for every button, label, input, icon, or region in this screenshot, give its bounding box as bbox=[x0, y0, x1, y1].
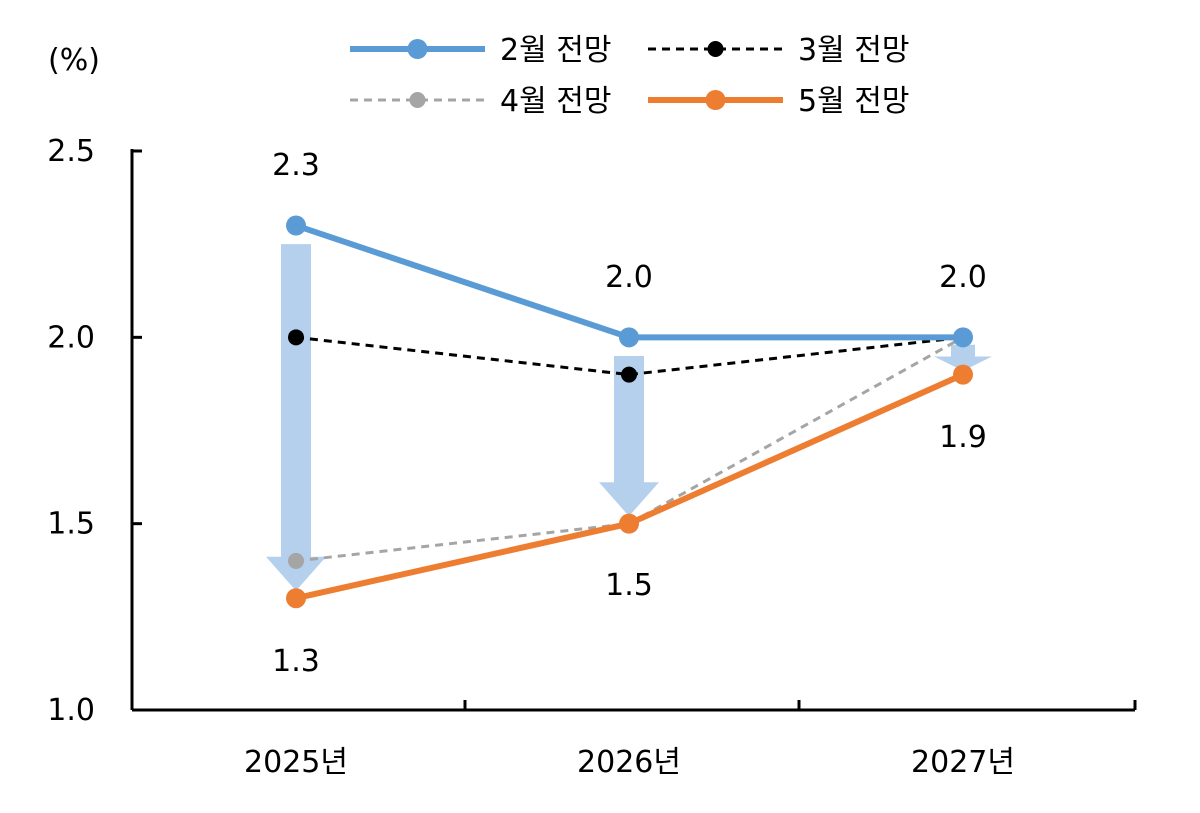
series-2-point bbox=[621, 366, 637, 383]
change-arrow-3 bbox=[934, 344, 992, 371]
axes: 1.0 1.5 2.0 2.5 2025년 2026년 2027년 bbox=[47, 134, 1137, 780]
data-label-upper: 2.0 bbox=[939, 260, 987, 295]
y-tick-label: 2.5 bbox=[47, 134, 95, 169]
legend-swatch-marker-3 bbox=[409, 92, 426, 108]
x-tick-label: 2026년 bbox=[577, 745, 681, 780]
legend-label-3: 4월 전망 bbox=[500, 84, 611, 119]
data-label-lower: 1.5 bbox=[605, 568, 653, 603]
legend-swatch-marker-1 bbox=[407, 39, 428, 59]
legend-label-1: 2월 전망 bbox=[500, 33, 611, 68]
y-tick-label: 2.0 bbox=[47, 320, 95, 355]
legend-label-4: 5월 전망 bbox=[798, 84, 909, 119]
series-2-point bbox=[288, 329, 304, 346]
x-tick-label: 2025년 bbox=[244, 745, 348, 780]
series-4-point bbox=[286, 588, 306, 609]
y-axis-unit: (%) bbox=[48, 43, 100, 78]
x-tick-label: 2027년 bbox=[911, 745, 1015, 780]
data-label-upper: 2.0 bbox=[605, 260, 653, 295]
series-1-point bbox=[619, 327, 639, 348]
series-1-point bbox=[953, 327, 973, 348]
data-label-lower: 1.3 bbox=[272, 644, 320, 679]
data-label-lower: 1.9 bbox=[939, 420, 987, 455]
series-3-point bbox=[288, 552, 304, 569]
data-label-upper: 2.3 bbox=[272, 148, 320, 183]
series-4-point bbox=[953, 364, 973, 385]
legend-label-2: 3월 전망 bbox=[798, 33, 909, 68]
series-line-3 bbox=[295, 336, 964, 563]
change-arrow-1 bbox=[266, 244, 326, 591]
legend-swatch-marker-2 bbox=[707, 41, 724, 57]
y-tick-label: 1.5 bbox=[47, 507, 95, 542]
y-tick-label: 1.0 bbox=[47, 693, 95, 728]
change-arrows bbox=[266, 244, 992, 591]
series-4-point bbox=[619, 513, 639, 534]
legend-swatch-marker-4 bbox=[705, 90, 726, 110]
data-labels: 2.3 2.0 2.0 1.3 1.5 1.9 bbox=[272, 148, 987, 679]
series-1-point bbox=[286, 215, 306, 236]
series-lines bbox=[286, 215, 973, 609]
legend: 2월 전망 3월 전망 4월 전망 5월 전망 bbox=[350, 33, 909, 119]
change-arrow-2 bbox=[599, 355, 659, 517]
